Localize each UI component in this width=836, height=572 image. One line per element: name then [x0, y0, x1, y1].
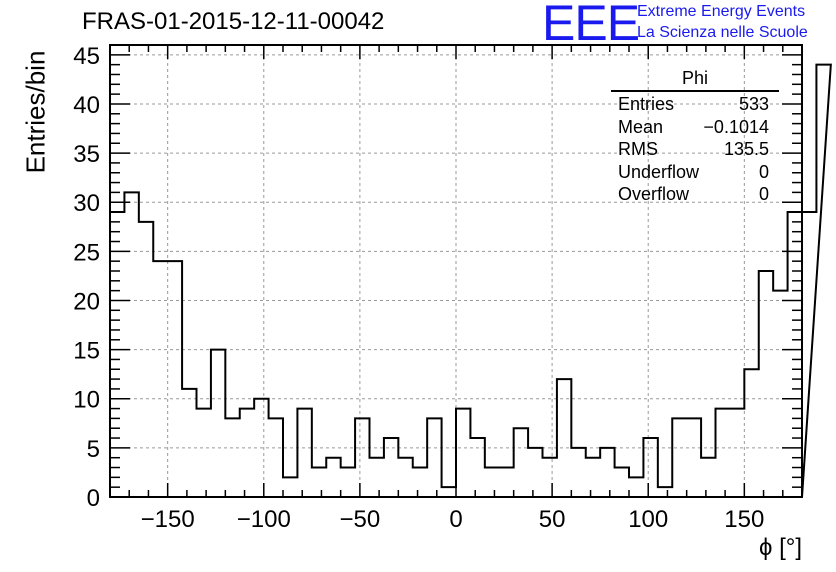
histogram-bin — [442, 487, 456, 497]
histogram-bin — [413, 468, 427, 497]
histogram-bin — [600, 448, 614, 497]
x-tick-label: 150 — [724, 506, 764, 533]
eee-logo: EEE — [542, 0, 640, 51]
histogram-bin — [225, 418, 239, 497]
histogram-bin — [153, 261, 167, 497]
histogram-bin — [716, 409, 730, 497]
y-tick-label: 45 — [73, 43, 100, 70]
histogram-bin — [240, 409, 254, 497]
histogram-bin — [586, 458, 600, 497]
axis-ticks — [110, 45, 802, 497]
y-tick-label: 35 — [73, 141, 100, 168]
histogram-bin — [211, 350, 225, 497]
y-tick-label: 20 — [73, 288, 100, 315]
histogram-bin — [110, 212, 124, 497]
histogram-bin — [788, 212, 802, 497]
histogram-bin — [629, 477, 643, 497]
histogram-bin — [326, 458, 340, 497]
y-tick-label: 15 — [73, 338, 100, 365]
histogram-bin — [182, 389, 196, 497]
histogram-bin — [297, 409, 311, 497]
x-tick-label: 50 — [539, 506, 566, 533]
stats-value: 135.5 — [723, 139, 769, 160]
histogram-series — [109, 63, 832, 498]
logo-line-1: Extreme Energy Events — [637, 3, 806, 20]
y-tick-label: 0 — [87, 485, 100, 512]
histogram-bin — [514, 428, 528, 497]
stats-row: Entries 533 — [611, 93, 779, 116]
histogram-bin — [773, 291, 787, 497]
histogram-bin — [615, 468, 629, 497]
histogram-bin — [802, 212, 816, 497]
histogram-bin — [254, 399, 268, 497]
histogram-bin — [658, 487, 672, 497]
y-tick-label: 10 — [73, 387, 100, 414]
histogram-bin — [759, 271, 773, 497]
histogram-bin — [730, 409, 744, 497]
histogram-bin — [744, 369, 758, 497]
histogram-bin — [168, 261, 182, 497]
histogram-bin — [643, 438, 657, 497]
x-tick-label: 0 — [449, 506, 462, 533]
histogram-bin — [197, 409, 211, 497]
y-tick-label: 30 — [73, 190, 100, 217]
x-tick-label: −100 — [237, 506, 291, 533]
x-tick-label: −50 — [340, 506, 381, 533]
stats-label: Underflow — [618, 161, 700, 182]
stats-row: Mean −0.1014 — [611, 116, 779, 139]
logo-line-2: La Scienza nelle Scuole — [637, 24, 808, 41]
histogram-bin — [456, 409, 470, 497]
histogram-bin — [528, 448, 542, 497]
histogram-bin — [139, 222, 153, 497]
stats-label: RMS — [618, 139, 658, 160]
y-tick-label: 40 — [73, 92, 100, 119]
histogram-bin — [470, 438, 484, 497]
histogram-bin — [341, 468, 355, 497]
y-axis-label: Entries/bin — [20, 50, 51, 174]
histogram-bin — [499, 468, 513, 497]
chart-title: FRAS-01-2015-12-11-00042 — [82, 8, 385, 35]
histogram-bin — [269, 418, 283, 497]
stats-value: 0 — [758, 184, 769, 205]
histogram-bin — [816, 65, 830, 497]
x-tick-label: 100 — [628, 506, 668, 533]
stats-label: Entries — [618, 94, 675, 114]
histogram-bin — [485, 468, 499, 497]
histogram-bin — [355, 418, 369, 497]
stats-row: RMS 135.5 — [611, 138, 779, 161]
tick-labels: −150 −100 −50 0 50 100 150 0 5 10 15 20 25 30 35 40 45 — [73, 43, 764, 533]
histogram-bin — [427, 418, 441, 497]
histogram-bin — [557, 379, 571, 497]
histogram-bin — [124, 192, 138, 497]
histogram-bin — [543, 458, 557, 497]
histogram-bin — [672, 418, 686, 497]
x-axis-label: ϕ [°] — [758, 534, 802, 561]
histogram-outline — [109, 63, 832, 498]
histogram-bin — [384, 438, 398, 497]
stats-row: Overflow 0 — [611, 183, 779, 206]
stats-value: −0.1014 — [703, 116, 769, 137]
stats-title: Phi — [611, 68, 779, 92]
x-tick-label: −150 — [141, 506, 195, 533]
stats-value: 533 — [738, 94, 769, 114]
histogram-bin — [283, 477, 297, 497]
stats-label: Mean — [618, 116, 664, 137]
stats-box: Phi Entries 533 Mean −0.1014 RMS 135.5 Unde… — [611, 68, 779, 206]
histogram-bin — [398, 458, 412, 497]
stats-value: 0 — [758, 161, 769, 182]
histogram-bin — [571, 448, 585, 497]
histogram-bin — [370, 458, 384, 497]
stats-row: Underflow 0 — [611, 161, 779, 184]
stats-label: Overflow — [618, 184, 690, 205]
y-tick-label: 5 — [87, 436, 100, 463]
histogram-bin — [312, 468, 326, 497]
histogram-bin — [701, 458, 715, 497]
y-tick-label: 25 — [73, 239, 100, 266]
histogram-bin — [687, 418, 701, 497]
